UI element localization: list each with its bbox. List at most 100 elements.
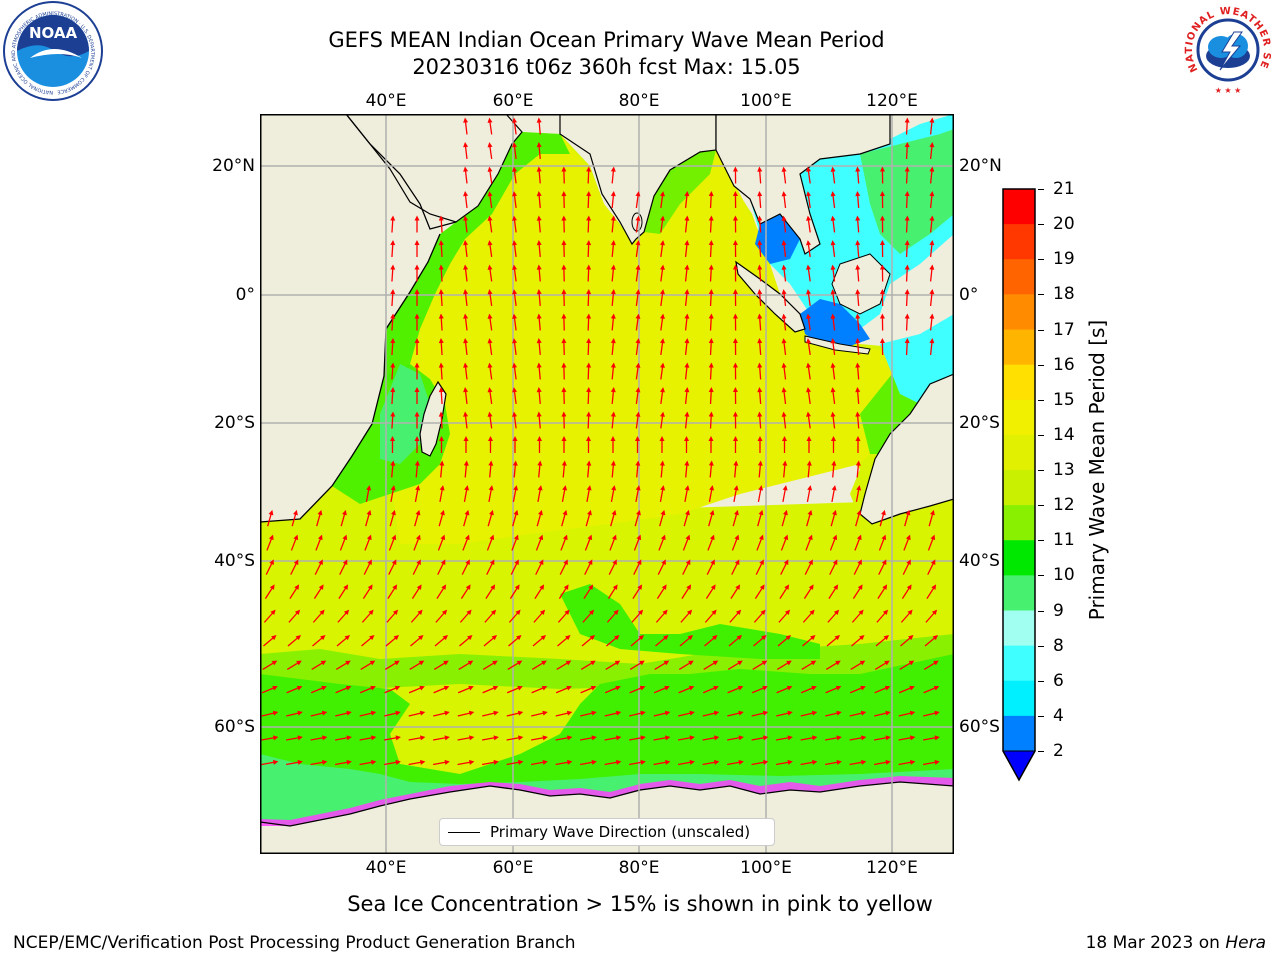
colorbar-tick-label: 10: [1053, 565, 1075, 586]
wave-arrow: [731, 559, 740, 575]
wave-arrow: [507, 660, 523, 670]
wave-arrow: [483, 635, 498, 647]
wave-arrow: [561, 436, 567, 454]
wave-arrow: [849, 685, 866, 694]
wave-arrow: [757, 411, 763, 429]
wave-arrow: [879, 240, 885, 258]
wave-arrow: [561, 289, 567, 307]
wave-arrow: [779, 584, 790, 600]
wave-arrow: [560, 534, 568, 551]
wave-arrow: [781, 240, 787, 258]
wave-arrow: [412, 559, 421, 575]
wave-arrow: [849, 759, 867, 766]
wave-arrow: [512, 362, 518, 380]
wave-arrow: [678, 759, 695, 766]
wave-arrow: [635, 362, 641, 380]
wave-arrow: [463, 289, 469, 307]
wave-arrow: [512, 460, 518, 478]
wave-arrow: [851, 609, 864, 623]
wave-arrow: [512, 436, 518, 454]
wave-arrow: [830, 411, 836, 429]
south-china-sea-green: [860, 129, 954, 254]
colorbar: [1002, 188, 1036, 782]
wave-arrow: [660, 411, 665, 429]
wave-arrow: [879, 509, 886, 527]
wave-arrow: [438, 411, 444, 429]
lat-label-left-20s: 20°S: [214, 413, 255, 433]
wave-arrow: [610, 362, 616, 380]
wave-arrow: [610, 460, 616, 478]
colorbar-tick-mark: [1038, 434, 1044, 436]
colorbar-tick-mark: [1038, 329, 1044, 331]
wave-arrow: [536, 387, 542, 405]
wave-arrow: [855, 191, 861, 209]
wave-arrow: [654, 660, 670, 670]
wave-arrow: [635, 411, 641, 429]
wave-arrow: [387, 584, 398, 600]
wave-arrow: [929, 215, 935, 233]
wave-arrow: [384, 660, 400, 670]
colorbar-segment: [1003, 610, 1035, 647]
wave-arrow: [438, 215, 444, 233]
wave-arrow: [555, 685, 572, 694]
wave-arrow: [923, 710, 940, 717]
wave-arrow: [929, 264, 935, 282]
wave-arrow: [830, 240, 836, 258]
wave-arrow: [659, 485, 666, 502]
wave-arrow: [802, 609, 815, 623]
lat-label-right-60s: 60°S: [959, 717, 1000, 737]
wave-arrow: [610, 240, 616, 258]
wave-arrow: [580, 759, 597, 766]
wave-arrow: [335, 685, 352, 694]
wave-arrow: [361, 635, 375, 647]
colorbar-extend-triangle: [1002, 750, 1036, 782]
wave-arrow: [535, 559, 544, 575]
wave-arrow: [683, 509, 690, 527]
wave-arrow: [390, 313, 396, 331]
wave-arrow: [879, 215, 885, 233]
wave-arrow: [439, 436, 445, 454]
wave-arrow: [929, 117, 935, 135]
wave-arrow: [438, 240, 444, 258]
wave-arrow: [635, 460, 641, 478]
wave-arrow: [561, 313, 567, 331]
wave-arrow: [830, 338, 836, 356]
wave-arrow: [610, 313, 616, 331]
wave-arrow: [436, 584, 447, 600]
wave-arrow: [659, 509, 666, 527]
colorbar-tick-label: 15: [1053, 389, 1075, 410]
wave-arrow: [458, 660, 474, 670]
wave-arrow: [531, 759, 548, 766]
wave-arrow: [487, 362, 493, 380]
wave-arrow: [580, 660, 596, 670]
wave-arrow: [678, 660, 694, 670]
wave-arrow: [487, 411, 493, 429]
wave-arrow: [414, 485, 421, 502]
wave-arrow: [506, 759, 524, 766]
wave-arrow: [732, 362, 738, 380]
wave-arrow: [488, 436, 494, 454]
wave-arrow: [904, 142, 910, 160]
wave-arrow: [610, 338, 616, 356]
wave-arrow: [433, 685, 450, 694]
wave-arrow: [653, 685, 670, 694]
wave-arrow: [261, 685, 278, 694]
wave-arrow: [805, 534, 813, 551]
wave-arrow: [433, 660, 449, 670]
wave-arrow: [414, 460, 420, 478]
colorbar-tick-label: 4: [1053, 705, 1064, 726]
wave-arrow: [487, 264, 493, 282]
wave-arrow: [336, 635, 351, 647]
wave-arrow: [359, 759, 377, 766]
wave-arrow: [829, 534, 838, 551]
wave-arrow: [263, 609, 276, 623]
wave-arrow: [557, 609, 570, 623]
wave-arrow: [457, 685, 474, 694]
wave-arrow: [806, 411, 811, 429]
wave-arrow: [606, 635, 620, 647]
wave-arrow: [364, 534, 372, 551]
wave-arrow: [604, 735, 622, 741]
wave-arrow: [629, 759, 646, 766]
wave-arrow: [561, 240, 567, 258]
wave-arrow: [781, 411, 787, 429]
